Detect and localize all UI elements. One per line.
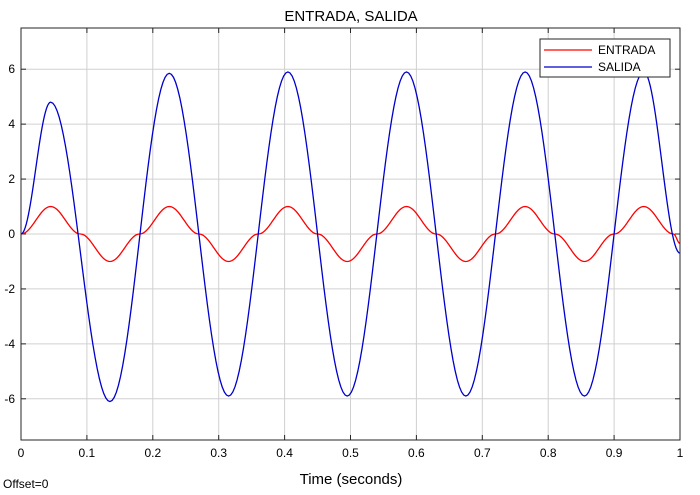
x-axis-label: Time (seconds) xyxy=(300,471,403,488)
x-axis: 0 0.1 0.2 0.3 0.4 0.5 0.6 0.7 0.8 0.9 1 xyxy=(18,28,684,460)
y-tick-label: 0 xyxy=(8,227,15,241)
x-tick-label: 0.8 xyxy=(540,446,557,460)
plot-border xyxy=(20,27,681,441)
x-tick-label: 0.6 xyxy=(408,446,425,460)
x-tick-label: 0.4 xyxy=(276,446,293,460)
chart-title: ENTRADA, SALIDA xyxy=(284,8,417,25)
x-tick-label: 0.3 xyxy=(210,446,227,460)
x-tick-label: 0.7 xyxy=(474,446,491,460)
legend: ENTRADA SALIDA xyxy=(539,38,671,78)
legend-label: ENTRADA xyxy=(598,43,655,57)
legend-label: SALIDA xyxy=(598,60,641,74)
offset-annotation: Offset=0 xyxy=(3,477,49,491)
series-group xyxy=(20,71,681,403)
y-axis: -6 -4 -2 0 2 4 6 xyxy=(4,62,680,406)
y-tick-label: -2 xyxy=(4,282,15,296)
y-tick-label: -4 xyxy=(4,337,15,351)
x-tick-label: 1 xyxy=(677,446,684,460)
series-line-salida xyxy=(20,71,681,403)
grid xyxy=(21,28,680,440)
y-tick-label: 4 xyxy=(8,117,15,131)
x-tick-label: 0.9 xyxy=(606,446,623,460)
legend-box xyxy=(539,38,671,78)
series-line-entrada xyxy=(20,205,681,263)
y-tick-label: -6 xyxy=(4,392,15,406)
x-tick-label: 0 xyxy=(18,446,25,460)
y-tick-label: 6 xyxy=(8,62,15,76)
x-tick-label: 0.5 xyxy=(342,446,359,460)
x-tick-label: 0.1 xyxy=(79,446,96,460)
x-tick-label: 0.2 xyxy=(144,446,161,460)
y-tick-label: 2 xyxy=(8,172,15,186)
